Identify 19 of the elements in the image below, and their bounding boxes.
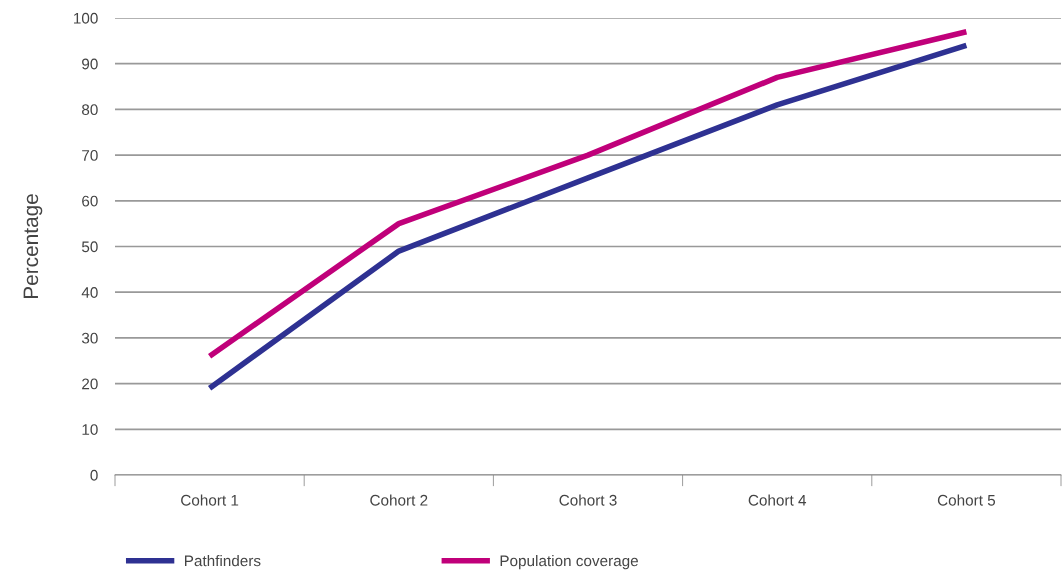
y-axis-title: Percentage [23, 194, 43, 299]
x-tick-label: Cohort 1 [181, 494, 239, 506]
x-tick-label: Cohort 2 [370, 494, 428, 506]
x-tick-label: Cohort 5 [937, 494, 996, 506]
y-tick-label: 60 [82, 195, 98, 207]
x-tick-label: Cohort 4 [748, 494, 807, 506]
y-tick-label: 10 [82, 424, 98, 435]
legend-label: Population coverage [500, 555, 638, 570]
y-tick-label: 40 [81, 287, 98, 298]
y-tick-label: 0 [90, 469, 98, 481]
y-tick-label: 70 [82, 149, 98, 161]
y-tick-label: 100 [74, 12, 98, 24]
y-tick-label: 80 [82, 104, 98, 116]
y-tick-label: 30 [81, 332, 98, 344]
y-tick-label: 90 [82, 58, 98, 70]
y-tick-label: 20 [82, 378, 98, 390]
y-tick-label: 50 [81, 241, 98, 253]
legend-label: Pathfinders [185, 555, 261, 567]
x-tick-label: Cohort 3 [559, 494, 617, 506]
